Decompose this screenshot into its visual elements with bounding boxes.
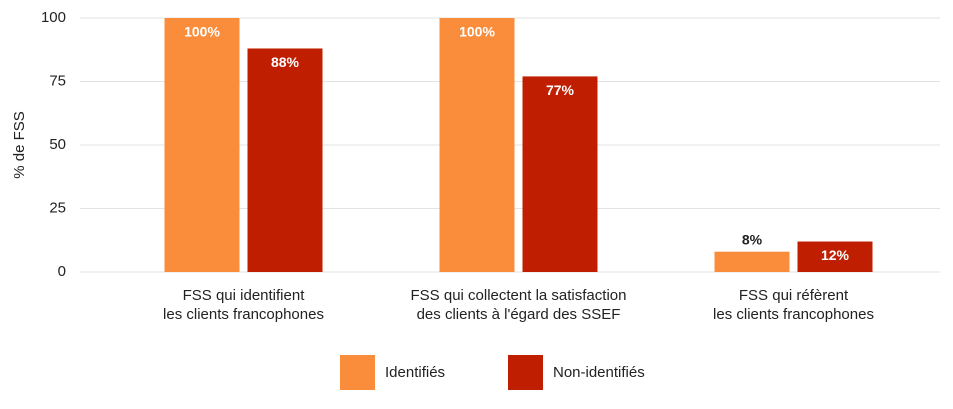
bar [797, 241, 873, 272]
value-label: 100% [184, 24, 220, 40]
x-tick-label: FSS qui identifient les clients francopho… [163, 287, 324, 323]
y-axis-label: % de FSS [11, 111, 28, 179]
y-tick-label: 75 [49, 72, 66, 89]
value-label: 88% [271, 54, 300, 70]
legend-swatch [340, 355, 375, 390]
legend-swatch [508, 355, 543, 390]
value-label: 100% [459, 24, 495, 40]
bar [439, 18, 515, 272]
y-tick-label: 100 [41, 9, 66, 26]
x-tick-label: FSS qui réfèrent les clients francophones [713, 287, 874, 323]
legend-label: Non-identifiés [553, 364, 645, 381]
y-tick-label: 25 [49, 199, 66, 216]
value-label: 12% [821, 247, 850, 263]
bar [247, 48, 323, 273]
x-tick-label: FSS qui collectent la satisfaction des cl… [411, 287, 627, 323]
bar [714, 251, 790, 272]
bar [164, 18, 240, 272]
legend-label: Identifiés [385, 364, 445, 381]
y-tick-label: 50 [49, 136, 66, 153]
value-label: 8% [742, 231, 763, 247]
bar [522, 76, 598, 272]
y-tick-label: 0 [58, 263, 66, 280]
value-label: 77% [546, 82, 575, 98]
